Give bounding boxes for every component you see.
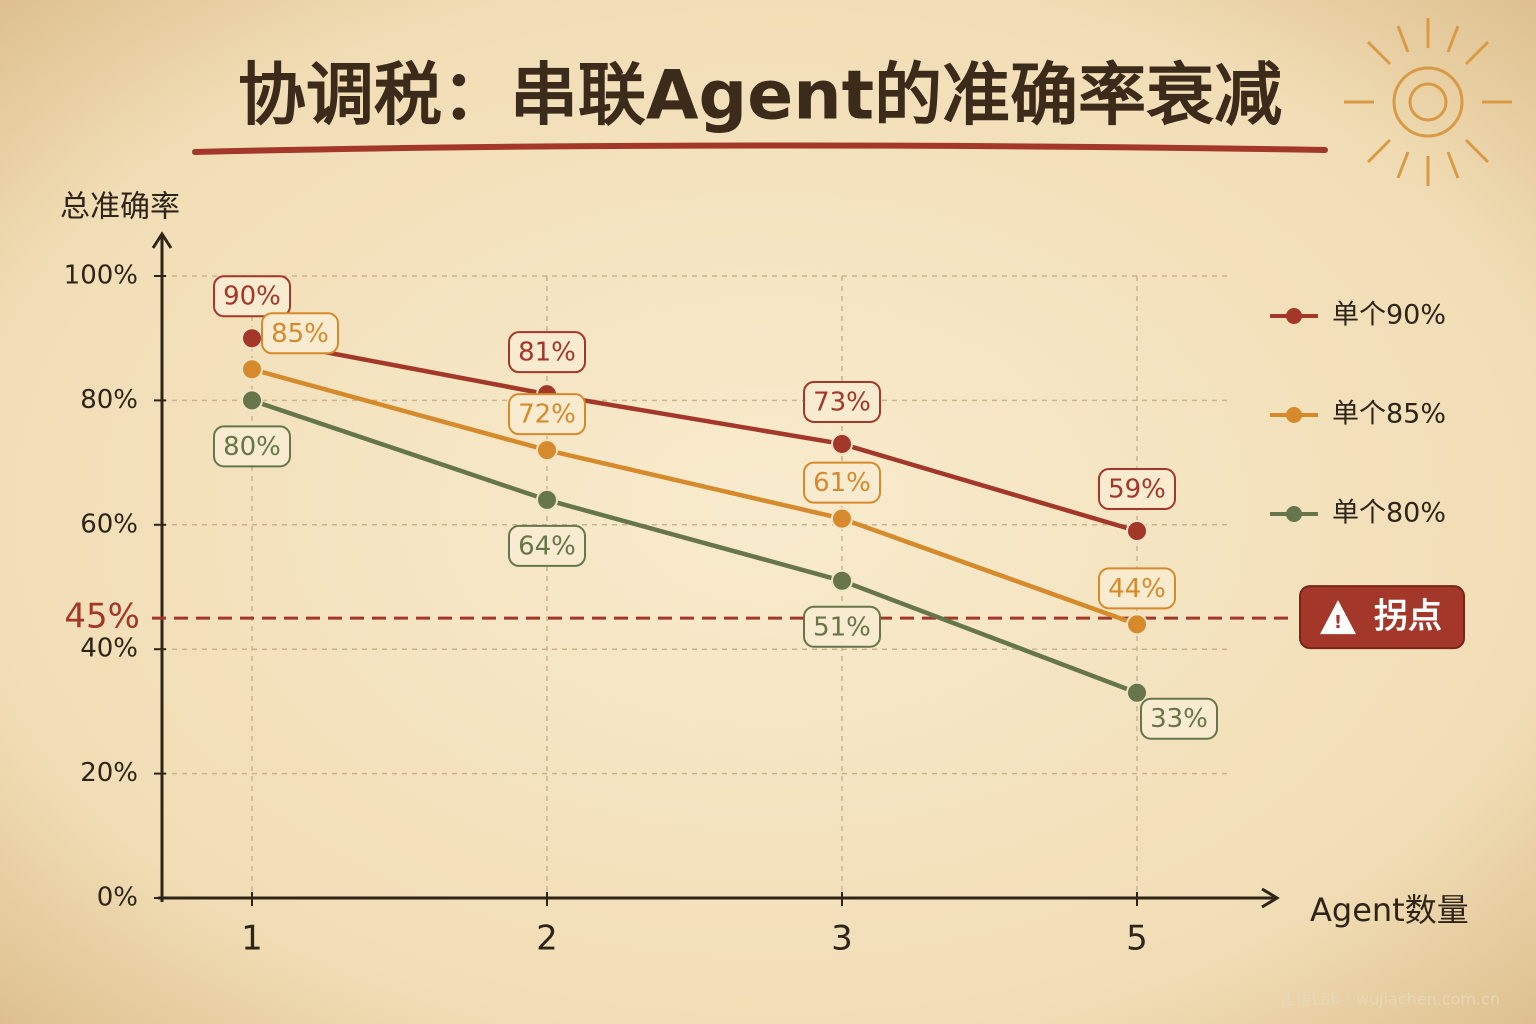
legend-dot bbox=[1286, 407, 1302, 423]
title-underline bbox=[192, 142, 1328, 155]
data-label: 59% bbox=[1108, 475, 1166, 505]
data-point bbox=[241, 358, 263, 381]
threshold-annotation: 拐点 bbox=[1374, 597, 1442, 637]
x-tick-label: 3 bbox=[831, 919, 853, 959]
series-line bbox=[251, 367, 1138, 627]
threshold-label: 45% bbox=[64, 597, 140, 637]
data-point bbox=[536, 488, 558, 511]
y-tick-label: 80% bbox=[80, 385, 138, 415]
warning-mark: ! bbox=[1334, 612, 1342, 633]
data-point bbox=[831, 432, 853, 455]
legend-label: 单个80% bbox=[1332, 498, 1446, 529]
data-label: 73% bbox=[813, 387, 871, 417]
data-label: 44% bbox=[1108, 574, 1166, 604]
legend-label: 单个85% bbox=[1332, 399, 1446, 430]
label-box bbox=[508, 524, 586, 567]
data-point bbox=[831, 507, 853, 530]
data-label: 72% bbox=[518, 400, 576, 430]
watermark: 止语Lab · wujiachen.com.cn bbox=[1280, 990, 1500, 1009]
y-axis bbox=[151, 231, 173, 902]
label-box bbox=[1140, 697, 1218, 740]
y-tick-label: 100% bbox=[64, 261, 138, 291]
data-point bbox=[1126, 520, 1148, 543]
x-axis-title: Agent数量 bbox=[1310, 891, 1469, 929]
warning-icon bbox=[1320, 600, 1356, 635]
label-box bbox=[803, 461, 881, 504]
y-tick-label: 40% bbox=[80, 634, 138, 664]
label-box bbox=[1098, 567, 1176, 610]
data-point bbox=[1126, 613, 1148, 636]
label-box bbox=[508, 393, 586, 436]
data-label: 85% bbox=[271, 319, 329, 349]
data-point bbox=[241, 327, 263, 350]
x-tick-label: 5 bbox=[1126, 919, 1148, 959]
data-point bbox=[1126, 681, 1148, 704]
series-line bbox=[251, 398, 1138, 695]
series-line bbox=[251, 335, 1138, 534]
data-point bbox=[536, 439, 558, 462]
data-point bbox=[241, 389, 263, 412]
y-tick-label: 60% bbox=[80, 509, 138, 539]
label-box bbox=[803, 605, 881, 648]
data-point bbox=[831, 569, 853, 592]
data-label: 33% bbox=[1150, 704, 1208, 734]
legend-dot bbox=[1286, 506, 1302, 522]
data-label: 51% bbox=[813, 612, 871, 642]
data-label: 61% bbox=[813, 468, 871, 498]
legend-dot bbox=[1286, 308, 1302, 324]
data-label: 64% bbox=[518, 531, 576, 561]
label-box bbox=[261, 312, 339, 355]
data-label: 80% bbox=[223, 432, 281, 462]
label-box bbox=[1098, 468, 1176, 511]
sun bbox=[1344, 18, 1512, 186]
data-label: 81% bbox=[518, 338, 576, 368]
label-box bbox=[213, 275, 291, 318]
x-tick-label: 2 bbox=[536, 919, 558, 959]
chart-title: 协调税：串联Agent的准确率衰减 bbox=[238, 57, 1282, 136]
x-axis bbox=[158, 887, 1280, 909]
y-axis-title: 总准确率 bbox=[60, 190, 180, 225]
label-box bbox=[803, 380, 881, 423]
label-box bbox=[508, 331, 586, 374]
y-tick-label: 20% bbox=[80, 758, 138, 788]
legend-label: 单个90% bbox=[1332, 300, 1446, 331]
label-box bbox=[213, 425, 291, 468]
data-label: 90% bbox=[223, 282, 281, 312]
y-tick-label: 0% bbox=[97, 883, 138, 913]
x-tick-label: 1 bbox=[241, 919, 263, 959]
